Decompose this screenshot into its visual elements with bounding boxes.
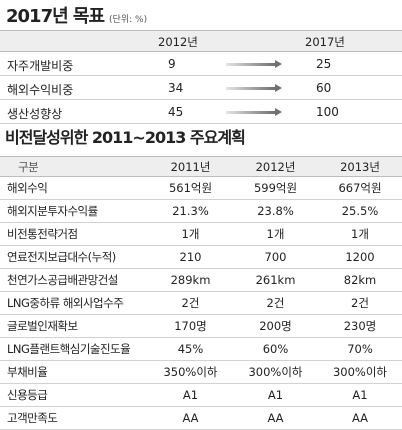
cell-2012: 700: [233, 245, 318, 269]
unit-note: (단위: %): [109, 15, 148, 25]
cell-2011: 2건: [148, 291, 233, 315]
cell-2012: 1개: [233, 222, 318, 246]
table-row: 비전통전략거점 1개 1개 1개: [0, 222, 402, 246]
row-label: 신용등급: [0, 383, 148, 407]
cell-2011: 210: [148, 245, 233, 269]
row-label: 해외수익: [0, 176, 148, 200]
value-2017: 60: [316, 81, 332, 95]
arrow-icon: [226, 60, 282, 68]
value-2012: 45: [168, 105, 184, 119]
cell-2013: 300%이하: [318, 360, 402, 384]
row-label: 고객만족도: [0, 406, 148, 430]
section1-header-row: 2012년 2017년: [0, 30, 402, 52]
cell-2013: AA: [318, 406, 402, 430]
cell-2012: 599억원: [233, 176, 318, 200]
cell-2012: A1: [233, 383, 318, 407]
cell-2013: 2건: [318, 291, 402, 315]
cell-2012: 23.8%: [233, 199, 318, 223]
cell-2011: 289km: [148, 268, 233, 292]
section1-title: 2017년 목표: [6, 6, 105, 27]
target-row: 자주개발비중 9 25: [0, 52, 402, 76]
section1-title-block: 2017년 목표 (단위: %): [6, 2, 147, 28]
target-row: 생산성향상 45 100: [0, 100, 402, 124]
cell-2013: 230명: [318, 314, 402, 338]
header-2012: 2012년: [233, 156, 318, 177]
table-row: 연료전지보급대수(누적) 210 700 1200: [0, 245, 402, 269]
row-label: 연료전지보급대수(누적): [0, 245, 148, 269]
table-row: 고객만족도 AA AA AA: [0, 406, 402, 430]
cell-2011: 170명: [148, 314, 233, 338]
target-label: 해외수익비중: [7, 83, 74, 97]
cell-2012: 300%이하: [233, 360, 318, 384]
header-2012: 2012년: [158, 35, 198, 49]
cell-2011: 45%: [148, 337, 233, 361]
cell-2013: 70%: [318, 337, 402, 361]
cell-2012: 261km: [233, 268, 318, 292]
plan-table: 구분 2011년 2012년 2013년 해외수익 561억원 599억원 66…: [0, 156, 402, 430]
table-row: 신용등급 A1 A1 A1: [0, 383, 402, 407]
header-category: 구분: [0, 156, 148, 177]
table-row: 천연가스공급배관망건설 289km 261km 82km: [0, 268, 402, 292]
cell-2012: 60%: [233, 337, 318, 361]
table-row: LNG중하류 해외사업수주 2건 2건 2건: [0, 291, 402, 315]
cell-2011: 561억원: [148, 176, 233, 200]
cell-2011: 350%이하: [148, 360, 233, 384]
cell-2012: AA: [233, 406, 318, 430]
value-2017: 100: [316, 105, 339, 119]
header-2011: 2011년: [148, 156, 233, 177]
cell-2012: 2건: [233, 291, 318, 315]
row-label: 해외지분투자수익률: [0, 199, 148, 223]
value-2012: 34: [168, 81, 184, 95]
cell-2013: A1: [318, 383, 402, 407]
cell-2013: 25.5%: [318, 199, 402, 223]
row-label: 부채비율: [0, 360, 148, 384]
table-row: 해외수익 561억원 599억원 667억원: [0, 176, 402, 200]
cell-2012: 200명: [233, 314, 318, 338]
section2-title: 비전달성위한 2011~2013 주요계획: [5, 128, 246, 147]
cell-2013: 1200: [318, 245, 402, 269]
cell-2011: 1개: [148, 222, 233, 246]
row-label: 비전통전략거점: [0, 222, 148, 246]
target-label: 자주개발비중: [7, 59, 74, 73]
value-2012: 9: [168, 57, 176, 71]
table-row: LNG플랜트핵심기술진도율 45% 60% 70%: [0, 337, 402, 361]
header-2017: 2017년: [305, 35, 345, 49]
row-label: 천연가스공급배관망건설: [0, 268, 148, 292]
table-row: 해외지분투자수익률 21.3% 23.8% 25.5%: [0, 199, 402, 223]
plan-header-row: 구분 2011년 2012년 2013년: [0, 156, 402, 177]
table-row: 글로벌인재확보 170명 200명 230명: [0, 314, 402, 338]
cell-2011: AA: [148, 406, 233, 430]
cell-2011: A1: [148, 383, 233, 407]
cell-2011: 21.3%: [148, 199, 233, 223]
arrow-icon: [226, 108, 282, 116]
cell-2013: 82km: [318, 268, 402, 292]
cell-2013: 1개: [318, 222, 402, 246]
target-row: 해외수익비중 34 60: [0, 76, 402, 100]
row-label: 글로벌인재확보: [0, 314, 148, 338]
cell-2013: 667억원: [318, 176, 402, 200]
value-2017: 25: [316, 57, 332, 71]
arrow-icon: [226, 84, 282, 92]
header-2013: 2013년: [318, 156, 402, 177]
target-label: 생산성향상: [7, 107, 63, 121]
row-label: LNG플랜트핵심기술진도율: [0, 337, 148, 361]
row-label: LNG중하류 해외사업수주: [0, 291, 148, 315]
table-row: 부채비율 350%이하 300%이하 300%이하: [0, 360, 402, 384]
